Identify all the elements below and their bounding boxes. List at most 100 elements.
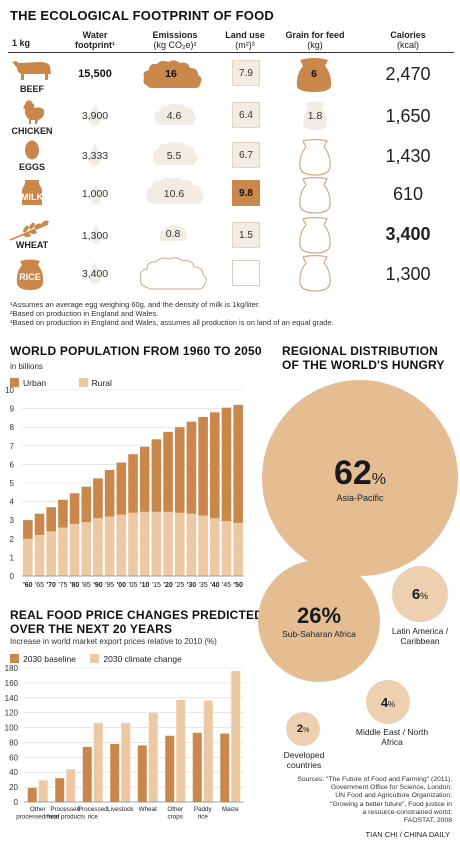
latin-america-pct-value: 6 xyxy=(411,585,421,603)
bar-climate xyxy=(203,700,213,802)
footnotes: ¹Assumes an average egg weighing 60g, an… xyxy=(10,300,450,327)
sources-line-5: a resource-constrained world; xyxy=(362,808,452,816)
footnote-3: ³Based on production in England and Wale… xyxy=(10,318,334,327)
x-tick-label: '70 xyxy=(46,582,56,589)
bar-rural xyxy=(69,523,80,576)
header-emissions-label: Emissions xyxy=(152,30,198,40)
circle-middle-east: 4% xyxy=(366,680,410,724)
header-water: Water footprint¹ xyxy=(75,30,115,50)
middle-east-pct-unit: % xyxy=(388,699,396,709)
bar-urban xyxy=(151,439,162,512)
bar-rural xyxy=(46,531,57,576)
x-tick-label: '05 xyxy=(128,582,137,589)
calories-rice: 1,300 xyxy=(385,264,431,284)
prices-legend: 2030 baseline 2030 climate change xyxy=(10,650,182,668)
y-tick-label: 100 xyxy=(5,724,19,733)
water-drop-rice xyxy=(88,262,102,284)
bar-climate xyxy=(66,769,76,802)
y-tick-label: 160 xyxy=(5,679,19,688)
bar-urban xyxy=(233,404,243,523)
bar-rural xyxy=(93,518,103,576)
bar-rural xyxy=(116,514,127,576)
bar-urban xyxy=(34,513,45,536)
row-label-chicken: CHICKEN xyxy=(11,126,53,136)
land-wheat: 1.5 xyxy=(232,222,260,248)
bar-rural xyxy=(233,522,243,576)
x-tick-label: '60 xyxy=(23,582,33,589)
latin-america-pct: 6% xyxy=(412,586,428,603)
bar-urban xyxy=(198,416,208,516)
legend-baseline: 2030 baseline xyxy=(23,653,76,664)
credit: TIAN CHI / CHINA DAILY xyxy=(365,830,450,839)
bar-urban xyxy=(46,507,57,532)
cloud-eggs xyxy=(152,141,198,166)
bar-rural xyxy=(128,512,138,576)
x-tick-label: '40 xyxy=(210,582,220,589)
developed-pct-unit: % xyxy=(302,727,310,734)
bar-baseline xyxy=(55,778,65,802)
bar-baseline xyxy=(192,732,202,802)
circle-sub-saharan: 26% Sub-Saharan Africa xyxy=(258,560,380,682)
legend-rural: Rural xyxy=(91,377,112,388)
rice-bag-icon xyxy=(16,259,44,290)
sources-line-6: FAOSTAT, 2008 xyxy=(403,817,452,825)
sources-line-4: "Growing a better future", Food justice … xyxy=(330,800,452,808)
bar-urban xyxy=(128,454,138,513)
asia-pacific-pct-value: 62 xyxy=(333,453,372,492)
wheat-icon xyxy=(9,220,49,241)
bar-urban xyxy=(23,520,33,539)
circle-asia-pacific: 62% Asia-Pacific xyxy=(262,380,458,576)
legend-urban: Urban xyxy=(23,377,47,388)
grain-bag-chicken xyxy=(303,101,327,130)
bar-urban xyxy=(81,486,92,523)
population-unit: in billions xyxy=(10,362,43,371)
prices-title: REAL FOOD PRICE CHANGES PREDICTED OVER T… xyxy=(10,608,263,636)
grain-bag-rice xyxy=(299,254,331,292)
water-chicken: 3,900 xyxy=(81,110,109,122)
calories-beef: 2,470 xyxy=(385,64,431,84)
bar-rural xyxy=(186,513,197,576)
bar-urban xyxy=(104,469,115,517)
land-milk: 9.8 xyxy=(232,180,260,206)
calories-milk: 610 xyxy=(392,184,424,204)
grain-bag-beef xyxy=(296,58,332,92)
asia-pacific-label: Asia-Pacific xyxy=(336,492,384,503)
bar-rural xyxy=(198,515,208,576)
cloud-rice xyxy=(140,257,207,290)
row-label-milk: MILK xyxy=(21,192,43,202)
header-emissions-unit: (kg CO₂e)² xyxy=(153,40,197,50)
header-emissions: Emissions (kg CO₂e)² xyxy=(140,30,210,50)
bar-urban xyxy=(186,421,197,514)
y-tick-label: 80 xyxy=(9,738,18,747)
x-tick-label: '65 xyxy=(35,582,44,589)
sources: Sources: "The Future of Food and Farming… xyxy=(262,776,452,825)
hunger-title-line1: REGIONAL DISTRIBUTION xyxy=(282,344,438,358)
header-calories: Calories (kcal) xyxy=(378,30,438,50)
y-tick-label: 0 xyxy=(10,572,15,581)
row-label-wheat: WHEAT xyxy=(15,240,49,250)
bar-urban xyxy=(139,446,150,512)
prices-subtitle: Increase in world market export prices r… xyxy=(10,637,217,646)
land-chicken: 6.4 xyxy=(232,102,260,128)
y-tick-label: 2 xyxy=(10,535,15,544)
egg-icon xyxy=(25,140,39,160)
y-tick-label: 180 xyxy=(5,664,19,673)
grain-bag-milk xyxy=(299,176,331,214)
bar-rural xyxy=(23,538,33,576)
sub-saharan-label: Sub-Saharan Africa xyxy=(282,629,356,639)
footprint-title: THE ECOLOGICAL FOOTPRINT OF FOOD xyxy=(10,8,274,23)
bar-urban xyxy=(69,493,80,524)
x-tick-label: '15 xyxy=(152,582,161,589)
water-drop-wheat xyxy=(90,224,102,244)
prices-title-line2: OVER THE NEXT 20 YEARS xyxy=(10,622,173,636)
x-tick-label: '90 xyxy=(93,582,103,589)
bar-baseline xyxy=(137,745,147,802)
bar-climate xyxy=(38,780,48,802)
header-grain: Grain for feed (kg) xyxy=(280,30,350,50)
asia-pacific-pct: 62% xyxy=(334,454,386,493)
bar-urban xyxy=(163,431,173,512)
x-tick-label: Processed rice xyxy=(78,806,108,821)
bar-rural xyxy=(81,522,92,576)
x-tick-label: '25 xyxy=(175,582,184,589)
